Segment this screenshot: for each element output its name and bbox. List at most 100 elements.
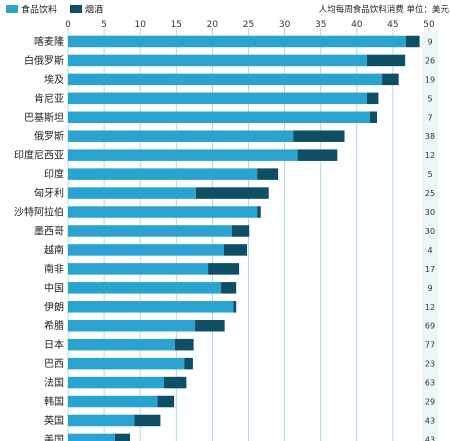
bar-food — [68, 357, 185, 370]
category-label: 肯尼亚 — [34, 92, 64, 105]
bar-food — [68, 168, 258, 180]
bar-tobacco-alcohol — [164, 376, 187, 389]
category-label: 巴西 — [44, 358, 64, 370]
bar-food — [68, 319, 196, 332]
bar-tobacco-alcohol — [369, 111, 378, 124]
legend-swatch-food — [6, 5, 18, 13]
bar-food — [68, 73, 383, 86]
category-label: 印度 — [44, 168, 64, 181]
legend-label-food: 食品饮料 — [21, 4, 57, 16]
bar-tobacco-alcohol — [114, 433, 131, 441]
bar-food — [68, 282, 222, 294]
category-label: 美国 — [44, 433, 64, 441]
bar-tobacco-alcohol — [366, 92, 379, 105]
rank-value: 23 — [425, 360, 435, 369]
rank-value: 26 — [425, 56, 435, 65]
category-label: 日本 — [44, 338, 64, 351]
bar-food — [68, 395, 158, 408]
x-tick-label: 40 — [351, 20, 363, 30]
x-tick-label: 30 — [279, 20, 291, 30]
category-label: 法国 — [44, 376, 64, 389]
bar-tobacco-alcohol — [231, 225, 250, 237]
bar-tobacco-alcohol — [134, 414, 161, 427]
rank-value: 17 — [425, 265, 435, 274]
rank-value: 43 — [425, 416, 435, 425]
bar-food — [68, 225, 232, 237]
x-tick-label: 15 — [171, 20, 182, 30]
rank-value: 12 — [425, 303, 435, 312]
bar-food — [68, 301, 234, 313]
bar-food — [68, 263, 209, 275]
category-label: 中国 — [44, 281, 64, 294]
category-label: 南非 — [44, 262, 64, 275]
x-tick-label: 50 — [423, 20, 435, 30]
category-label: 喀麦隆 — [34, 35, 64, 48]
rank-value: 63 — [425, 379, 435, 388]
x-tick-label: 5 — [101, 20, 107, 30]
bar-tobacco-alcohol — [293, 130, 345, 142]
rank-value: 9 — [427, 284, 432, 293]
category-label: 埃及 — [44, 73, 64, 86]
bar-tobacco-alcohol — [157, 395, 175, 408]
rank-column-bg — [422, 32, 438, 441]
category-label: 越南 — [44, 243, 64, 256]
category-label: 俄罗斯 — [34, 130, 64, 143]
category-label: 韩国 — [44, 395, 64, 408]
bar-food — [68, 376, 165, 389]
bar-tobacco-alcohol — [174, 338, 194, 351]
legend-label-tobacco-alcohol: 烟酒 — [85, 4, 103, 16]
category-label: 匈牙利 — [34, 187, 64, 200]
rank-value: 9 — [427, 37, 432, 46]
legend: 食品饮料 烟酒 — [6, 4, 103, 16]
bar-tobacco-alcohol — [208, 263, 240, 275]
bar-food — [68, 414, 135, 427]
x-tick-label: 25 — [243, 20, 254, 30]
bar-tobacco-alcohol — [233, 301, 237, 313]
rank-value: 29 — [425, 398, 435, 407]
category-label: 伊朗 — [44, 301, 64, 313]
category-label: 印度尼西亚 — [14, 149, 64, 162]
rank-value: 5 — [427, 94, 432, 103]
rank-value: 19 — [425, 75, 435, 84]
bar-food — [68, 92, 367, 105]
x-tick-label: 20 — [207, 20, 219, 30]
rank-value: 30 — [425, 227, 435, 236]
bar-tobacco-alcohol — [184, 357, 193, 370]
x-axis-ticks: 0 5 10 15 20 25 30 35 40 45 50 — [65, 20, 435, 30]
bar-food — [68, 130, 294, 142]
rank-value: 38 — [425, 132, 435, 141]
rank-value: 25 — [425, 189, 435, 198]
category-label: 墨西哥 — [34, 225, 64, 237]
rank-column: 9 26 19 5 7 38 12 5 25 30 30 4 17 9 12 69 77 23 63 29 43 43 — [422, 32, 438, 441]
bar-food — [68, 54, 367, 67]
category-label: 巴基斯坦 — [24, 111, 64, 124]
bar-food — [68, 338, 175, 351]
category-label: 英国 — [44, 414, 64, 427]
rank-value: 69 — [425, 322, 435, 331]
rank-value: 7 — [427, 113, 432, 122]
bar-tobacco-alcohol — [223, 244, 248, 256]
bar-food — [68, 187, 196, 199]
rank-value: 77 — [425, 341, 435, 350]
bar-tobacco-alcohol — [297, 149, 338, 161]
category-labels: 喀麦隆白俄罗斯埃及肯尼亚巴基斯坦俄罗斯印度尼西亚印度匈牙利沙特阿拉伯墨西哥越南南… — [14, 35, 64, 441]
bar-tobacco-alcohol — [221, 282, 237, 294]
rank-value: 4 — [427, 246, 432, 255]
category-label: 希腊 — [44, 319, 64, 332]
bars — [68, 35, 420, 441]
rank-value: 30 — [425, 208, 435, 217]
x-tick-label: 10 — [134, 20, 146, 30]
bar-food — [68, 433, 115, 441]
rank-value: 5 — [427, 170, 432, 179]
category-label: 白俄罗斯 — [24, 54, 64, 67]
bar-tobacco-alcohol — [195, 187, 269, 199]
bar-tobacco-alcohol — [257, 206, 261, 218]
bar-food — [68, 206, 258, 218]
x-tick-label: 0 — [65, 20, 71, 30]
bar-tobacco-alcohol — [405, 35, 420, 48]
bar-food — [68, 111, 370, 124]
bar-tobacco-alcohol — [366, 54, 406, 67]
rank-value: 43 — [425, 435, 435, 441]
bar-food — [68, 149, 298, 161]
